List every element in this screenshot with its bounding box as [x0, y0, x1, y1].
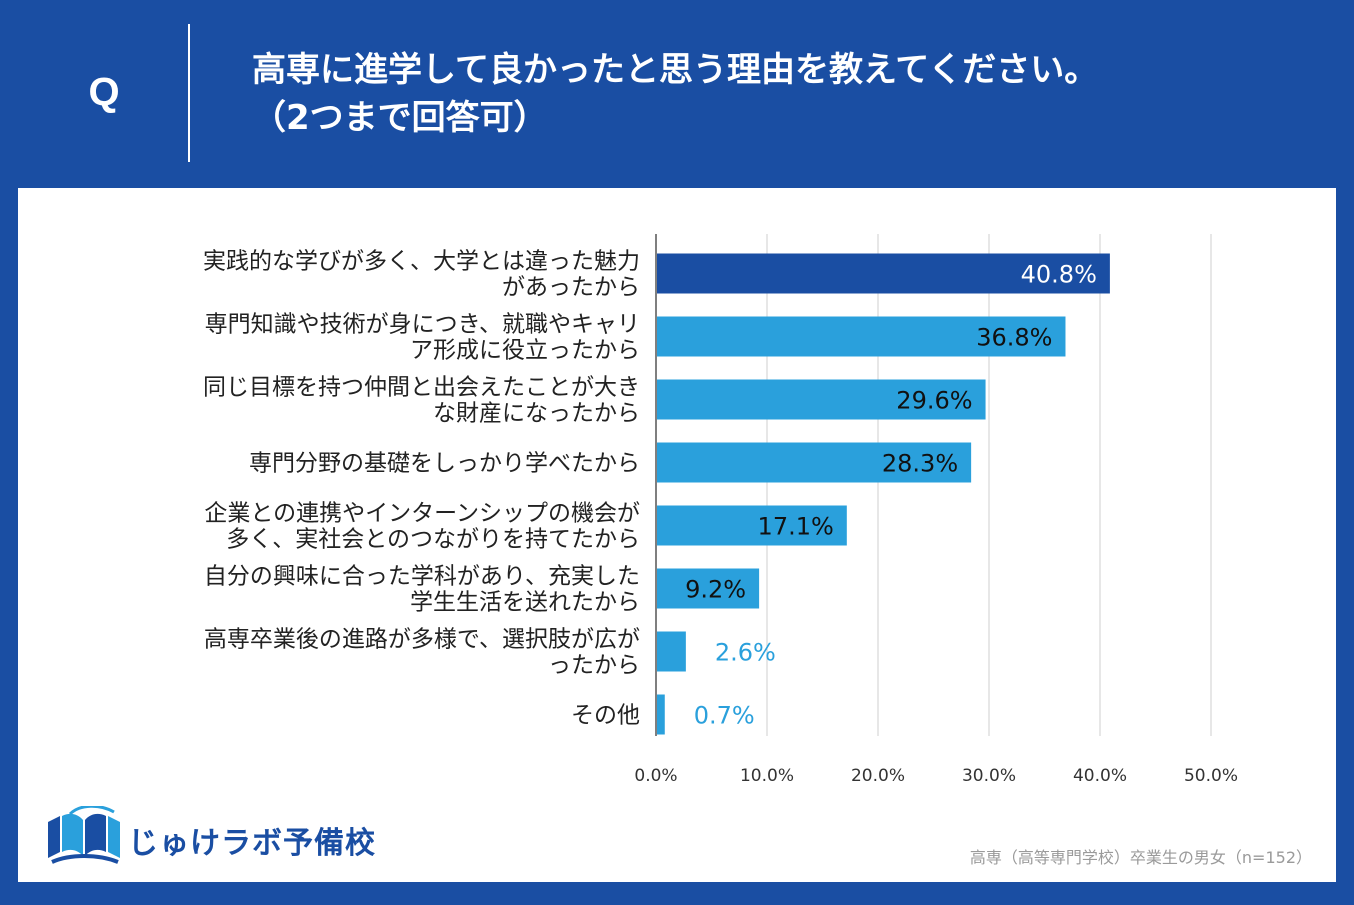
bar-chart: 0.0% 10.0% 20.0% 30.0% 40.0% 50.0% 40.8% 実践的な学び…	[203, 234, 1238, 786]
category-label: ったから	[548, 653, 640, 679]
bar-value-label: 9.2%	[685, 576, 746, 604]
x-tick-label: 40.0%	[1073, 766, 1127, 786]
x-tick-label: 0.0%	[634, 766, 677, 786]
bar-value-label: 28.3%	[882, 450, 958, 478]
bar-value-label: 0.7%	[694, 702, 755, 730]
question-line-1: 高専に進学して良かったと思う理由を教えてください。	[252, 50, 1099, 90]
x-tick-label: 10.0%	[740, 766, 794, 786]
category-label: 専門知識や技術が身につき、就職やキャリ	[205, 312, 640, 338]
x-tick-label: 20.0%	[851, 766, 905, 786]
sample-note: 高専（高等専門学校）卒業生の男女（n=152）	[969, 848, 1312, 867]
bar-value-label: 36.8%	[976, 324, 1052, 352]
category-label: 同じ目標を持つ仲間と出会えたことが大き	[203, 375, 640, 401]
bar	[657, 253, 1110, 294]
bar	[657, 442, 972, 483]
bar	[657, 694, 665, 735]
category-label: 学生生活を送れたから	[410, 590, 640, 616]
bar	[657, 631, 686, 672]
bar-value-label: 40.8%	[1021, 261, 1097, 289]
question-header: Q 高専に進学して良かったと思う理由を教えてください。 （2つまで回答可）	[0, 0, 1354, 188]
bar	[657, 568, 760, 609]
bar-value-label: 17.1%	[758, 513, 834, 541]
category-label: な財産になったから	[433, 401, 640, 427]
category-label: ア形成に役立ったから	[410, 338, 640, 364]
chart-panel: 0.0% 10.0% 20.0% 30.0% 40.0% 50.0% 40.8% 実践的な学び…	[18, 188, 1336, 882]
bar	[657, 505, 847, 546]
x-tick-label: 30.0%	[962, 766, 1016, 786]
bar-value-label: 29.6%	[896, 387, 972, 415]
open-book-logo-icon	[48, 804, 120, 864]
bar	[657, 379, 986, 420]
category-label: その他	[571, 703, 640, 729]
brand-logo: じゅけラボ予備校	[40, 804, 400, 866]
x-tick-label: 50.0%	[1184, 766, 1238, 786]
category-label: 実践的な学びが多く、大学とは違った魅力	[203, 249, 640, 275]
question-line-2: （2つまで回答可）	[252, 98, 548, 138]
category-label: があったから	[502, 275, 640, 301]
category-label: 高専卒業後の進路が多様で、選択肢が広が	[204, 627, 640, 653]
bar-value-label: 2.6%	[715, 639, 776, 667]
brand-name: じゅけラボ予備校	[128, 826, 376, 861]
question-text: 高専に進学して良かったと思う理由を教えてください。 （2つまで回答可）	[252, 46, 1332, 142]
header-divider	[188, 24, 190, 162]
bar	[657, 316, 1066, 357]
question-label: Q	[88, 70, 120, 114]
category-label: 専門分野の基礎をしっかり学べたから	[249, 451, 640, 477]
category-label: 企業との連携やインターンシップの機会が	[204, 501, 640, 527]
category-label: 多く、実社会とのつながりを持てたから	[226, 527, 640, 553]
category-label: 自分の興味に合った学科があり、充実した	[204, 564, 640, 590]
